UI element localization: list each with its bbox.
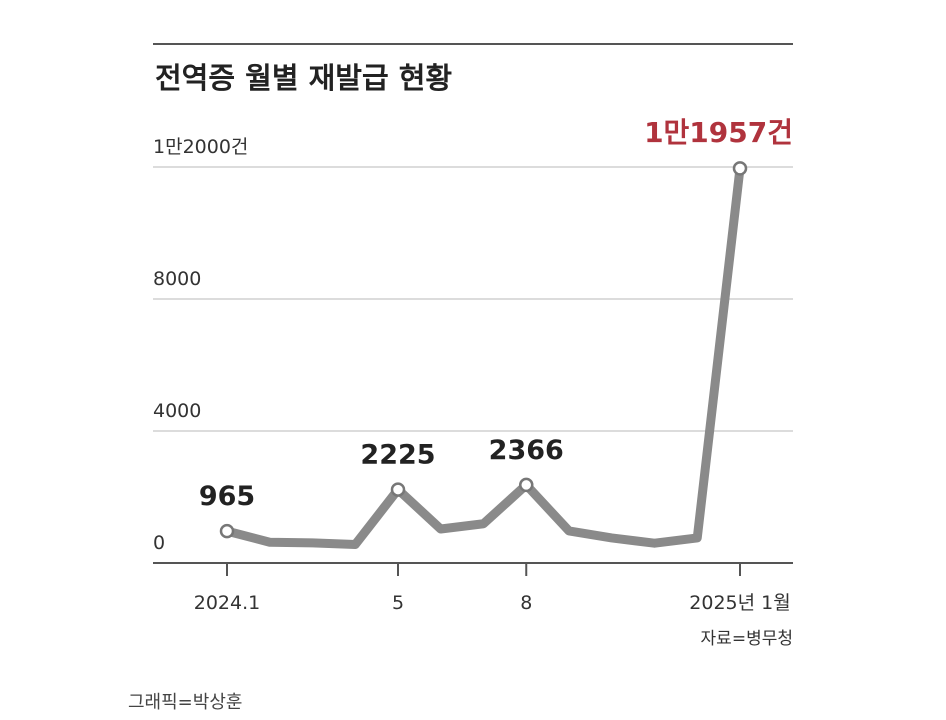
data-label: 965 (199, 481, 255, 512)
y-tick-label: 1만2000건 (153, 136, 248, 158)
data-labels: 965 2225 2366 1만1957건 (199, 116, 793, 512)
gridlines (153, 166, 793, 432)
graphic-credit: 그래픽=박상훈 (128, 692, 243, 713)
series-line (222, 163, 745, 550)
data-point-marker (219, 523, 235, 539)
data-point-marker (732, 161, 748, 176)
y-tick-label: 4000 (153, 400, 201, 422)
x-axis-ticks: 2024.1 5 8 2025년 1월 (194, 563, 791, 614)
data-points (219, 161, 748, 539)
chart-title: 전역증 월별 재발급 현황 (155, 61, 452, 95)
x-tick-label: 2025년 1월 (689, 592, 790, 614)
x-tick-label: 2024.1 (194, 592, 260, 614)
data-point-marker (519, 477, 534, 493)
data-point-marker (390, 482, 406, 497)
y-axis-tick-labels: 0 4000 8000 1만2000건 (153, 136, 248, 554)
x-tick-label: 5 (392, 592, 404, 614)
data-label: 2225 (360, 440, 435, 471)
y-tick-label: 8000 (153, 268, 201, 290)
y-tick-label: 0 (153, 532, 165, 554)
data-label: 2366 (489, 435, 564, 466)
x-tick-label: 8 (520, 592, 532, 614)
source-note: 자료=병무청 (701, 629, 793, 649)
data-label: 1만1957건 (644, 116, 793, 149)
